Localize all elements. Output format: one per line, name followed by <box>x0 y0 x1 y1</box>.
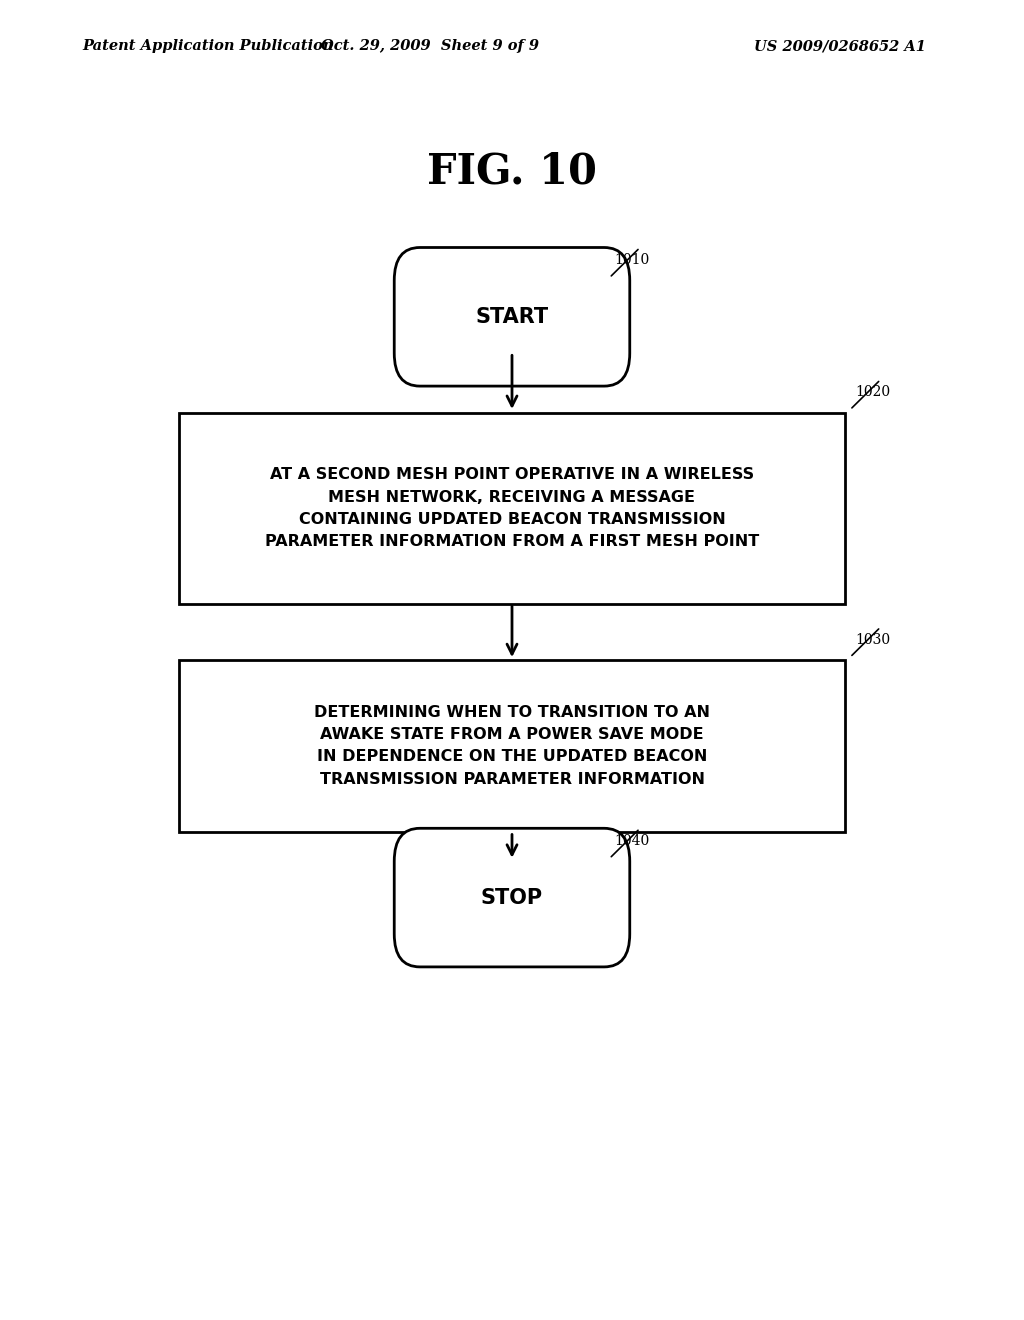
FancyBboxPatch shape <box>394 248 630 385</box>
Text: US 2009/0268652 A1: US 2009/0268652 A1 <box>754 40 926 53</box>
Text: Patent Application Publication: Patent Application Publication <box>82 40 334 53</box>
Text: 1020: 1020 <box>855 385 890 399</box>
Text: Oct. 29, 2009  Sheet 9 of 9: Oct. 29, 2009 Sheet 9 of 9 <box>322 40 539 53</box>
Text: 1030: 1030 <box>855 632 890 647</box>
Text: START: START <box>475 306 549 327</box>
Text: DETERMINING WHEN TO TRANSITION TO AN
AWAKE STATE FROM A POWER SAVE MODE
IN DEPEN: DETERMINING WHEN TO TRANSITION TO AN AWA… <box>314 705 710 787</box>
Text: 1010: 1010 <box>614 253 649 267</box>
FancyBboxPatch shape <box>179 412 845 605</box>
Text: STOP: STOP <box>481 887 543 908</box>
Text: 1040: 1040 <box>614 834 649 847</box>
FancyBboxPatch shape <box>179 660 845 832</box>
FancyBboxPatch shape <box>394 829 630 966</box>
Text: FIG. 10: FIG. 10 <box>427 150 597 193</box>
Text: AT A SECOND MESH POINT OPERATIVE IN A WIRELESS
MESH NETWORK, RECEIVING A MESSAGE: AT A SECOND MESH POINT OPERATIVE IN A WI… <box>265 467 759 549</box>
